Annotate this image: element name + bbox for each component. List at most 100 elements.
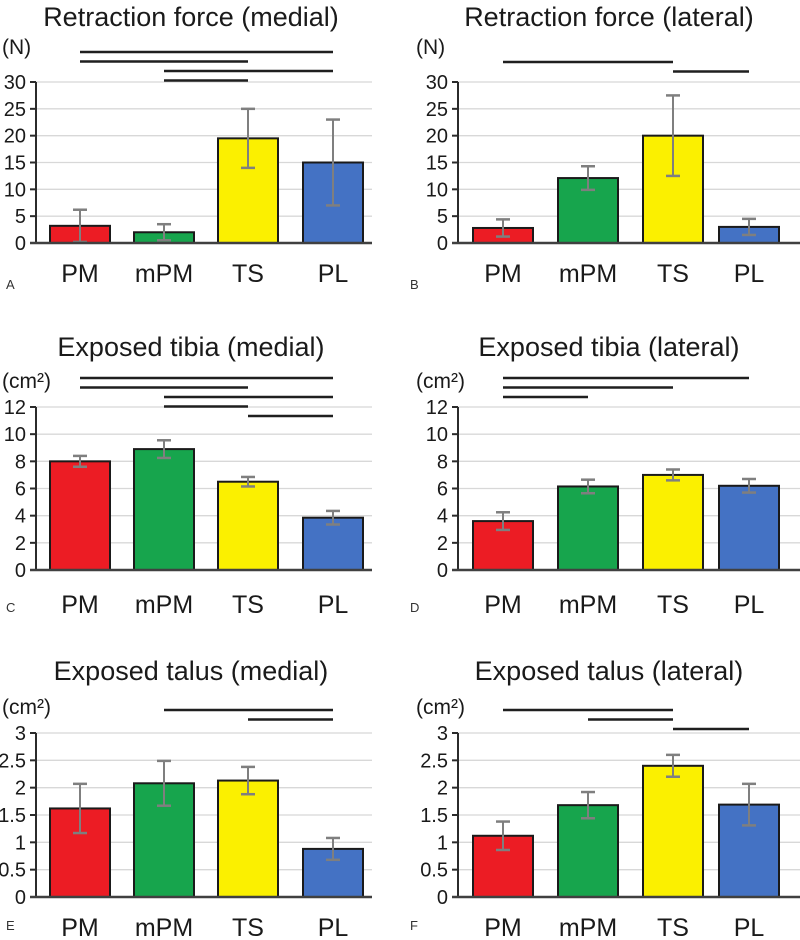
y-tick-label: 1 bbox=[437, 832, 448, 854]
category-label-PL: PL bbox=[318, 591, 349, 619]
panel-letter: C bbox=[6, 600, 16, 615]
category-label-PM: PM bbox=[61, 914, 99, 940]
category-label-PM: PM bbox=[61, 591, 99, 619]
y-tick-label: 30 bbox=[426, 72, 448, 94]
category-label-PL: PL bbox=[734, 591, 765, 619]
y-tick-label: 6 bbox=[15, 479, 26, 501]
bar-chart-plot: 0 5 10 15 20 25 30 PM mPM TS PL bbox=[426, 60, 800, 288]
panel-letter: E bbox=[6, 918, 15, 933]
category-label-mPM: mPM bbox=[135, 914, 193, 940]
panel-exposed-tibia-medial: Exposed tibia (medial) (cm²) 0 2 4 6 8 10 12 PM… bbox=[0, 300, 400, 630]
bar-chart-plot: 0 5 10 15 20 25 30 PM mPM TS PL bbox=[4, 50, 372, 288]
y-tick-label: 1 bbox=[15, 832, 26, 854]
category-label-PL: PL bbox=[734, 260, 765, 288]
y-tick-label: 0 bbox=[437, 887, 448, 909]
category-label-TS: TS bbox=[232, 591, 264, 619]
panel-retraction-force-medial: Retraction force (medial) (N) 0 5 10 15 20 25… bbox=[0, 0, 400, 300]
y-tick-label: 0 bbox=[15, 233, 26, 255]
category-label-TS: TS bbox=[232, 914, 264, 940]
category-label-mPM: mPM bbox=[135, 260, 193, 288]
panel-letter: B bbox=[410, 277, 419, 292]
y-axis-unit-label: (cm²) bbox=[2, 696, 51, 719]
y-tick-label: 0 bbox=[15, 887, 26, 909]
category-label-mPM: mPM bbox=[559, 914, 617, 940]
y-tick-label: 2 bbox=[15, 533, 26, 555]
panel-exposed-tibia-lateral: Exposed tibia (lateral) (cm²) 0 2 4 6 8 10 12 P… bbox=[400, 300, 800, 630]
y-tick-label: 4 bbox=[15, 506, 26, 528]
panel-title: Exposed talus (lateral) bbox=[474, 656, 744, 686]
y-tick-label: 20 bbox=[4, 126, 26, 148]
y-tick-label: 3 bbox=[15, 723, 26, 745]
y-tick-label: 1.5 bbox=[0, 805, 26, 827]
y-tick-label: 2 bbox=[15, 778, 26, 800]
y-tick-label: 30 bbox=[4, 72, 26, 94]
y-axis-unit-label: (N) bbox=[416, 36, 446, 59]
category-label-TS: TS bbox=[232, 260, 264, 288]
category-label-PM: PM bbox=[484, 260, 522, 288]
panel-letter: A bbox=[6, 277, 15, 292]
category-label-PM: PM bbox=[484, 914, 522, 940]
y-tick-label: 2.5 bbox=[0, 750, 26, 772]
y-tick-label: 20 bbox=[426, 126, 448, 148]
bar-chart-plot: 0 2 4 6 8 10 12 PM mPM TS PL bbox=[426, 376, 800, 619]
category-label-mPM: mPM bbox=[559, 591, 617, 619]
y-tick-label: 5 bbox=[437, 206, 448, 228]
y-axis-unit-label: (cm²) bbox=[2, 370, 51, 393]
y-tick-label: 2 bbox=[437, 533, 448, 555]
y-tick-label: 6 bbox=[437, 479, 448, 501]
y-tick-label: 25 bbox=[426, 99, 448, 121]
bar-mPM bbox=[133, 448, 195, 572]
y-tick-label: 2.5 bbox=[420, 750, 448, 772]
panel-title: Exposed tibia (medial) bbox=[57, 332, 325, 362]
panel-title: Retraction force (medial) bbox=[43, 2, 339, 32]
bar-TS bbox=[217, 779, 279, 898]
y-axis-unit-label: (N) bbox=[2, 36, 32, 59]
bar-chart-plot: 0 0.5 1 1.5 2 2.5 3 PM mPM TS PL bbox=[420, 708, 800, 940]
y-tick-label: 5 bbox=[15, 206, 26, 228]
category-label-PM: PM bbox=[484, 591, 522, 619]
category-label-PM: PM bbox=[61, 260, 99, 288]
panel-title: Exposed tibia (lateral) bbox=[478, 332, 740, 362]
y-tick-label: 12 bbox=[4, 397, 26, 419]
y-tick-label: 10 bbox=[4, 424, 26, 446]
y-tick-label: 0 bbox=[437, 233, 448, 255]
panel-letter: D bbox=[410, 600, 420, 615]
bar-PM bbox=[49, 460, 111, 571]
y-tick-label: 10 bbox=[426, 424, 448, 446]
y-tick-label: 0 bbox=[437, 560, 448, 582]
category-label-mPM: mPM bbox=[559, 260, 617, 288]
bar-TS bbox=[642, 764, 704, 898]
y-tick-label: 8 bbox=[437, 451, 448, 473]
y-tick-label: 4 bbox=[437, 506, 448, 528]
bar-chart-plot: 0 0.5 1 1.5 2 2.5 3 PM mPM TS PL bbox=[0, 708, 372, 940]
y-tick-label: 8 bbox=[15, 451, 26, 473]
category-label-TS: TS bbox=[657, 260, 689, 288]
bar-chart-plot: 0 2 4 6 8 10 12 PM mPM TS PL bbox=[4, 376, 372, 619]
y-tick-label: 15 bbox=[4, 153, 26, 175]
bar-TS bbox=[642, 473, 704, 572]
panel-exposed-talus-medial: Exposed talus (medial) (cm²) 0 0.5 1 1.5 2 2.… bbox=[0, 630, 400, 940]
bar-mPM bbox=[557, 485, 619, 571]
y-tick-label: 0.5 bbox=[420, 860, 448, 882]
category-label-TS: TS bbox=[657, 914, 689, 940]
category-label-PL: PL bbox=[734, 914, 765, 940]
y-tick-label: 10 bbox=[426, 179, 448, 201]
y-tick-label: 1.5 bbox=[420, 805, 448, 827]
y-tick-label: 25 bbox=[4, 99, 26, 121]
panel-title: Exposed talus (medial) bbox=[53, 656, 329, 686]
category-label-PL: PL bbox=[318, 260, 349, 288]
y-tick-label: 0 bbox=[15, 560, 26, 582]
y-tick-label: 0.5 bbox=[0, 860, 26, 882]
category-label-TS: TS bbox=[657, 591, 689, 619]
y-axis-unit-label: (cm²) bbox=[416, 370, 465, 393]
category-label-PL: PL bbox=[318, 914, 349, 940]
panel-letter: F bbox=[410, 918, 418, 933]
panel-retraction-force-lateral: Retraction force (lateral) (N) 0 5 10 15 20 2… bbox=[400, 0, 800, 300]
y-tick-label: 15 bbox=[426, 153, 448, 175]
bar-TS bbox=[217, 480, 279, 571]
y-tick-label: 10 bbox=[4, 179, 26, 201]
y-axis-unit-label: (cm²) bbox=[416, 696, 465, 719]
category-label-mPM: mPM bbox=[135, 591, 193, 619]
bar-PL bbox=[718, 484, 780, 572]
